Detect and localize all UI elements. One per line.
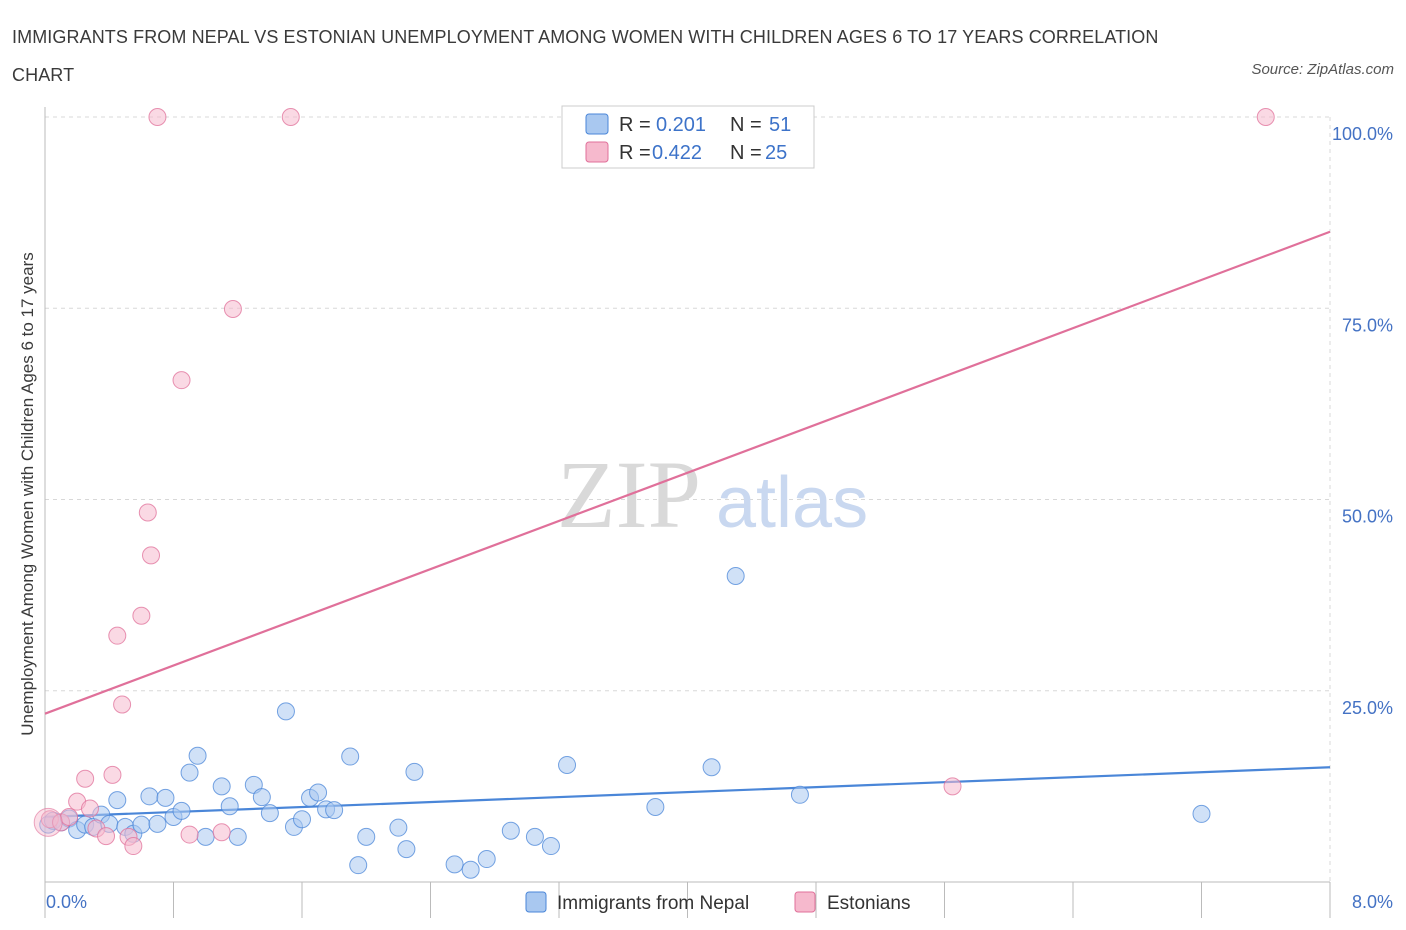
point-nepal bbox=[558, 755, 577, 774]
point-estonian bbox=[132, 606, 151, 625]
point-nepal bbox=[276, 702, 295, 721]
bottom-legend-label-estonian: Estonians bbox=[827, 893, 910, 914]
point-estonian bbox=[180, 825, 199, 844]
point-nepal bbox=[196, 827, 215, 846]
legend-r-label-nepal: R = bbox=[619, 114, 651, 136]
legend-r-value-estonian: 0.422 bbox=[652, 142, 702, 164]
point-estonian bbox=[80, 799, 99, 818]
trend-line-nepal bbox=[44, 766, 1331, 819]
point-estonian bbox=[103, 765, 122, 784]
point-nepal bbox=[220, 797, 239, 816]
axes-layer: 25.0% 50.0% 75.0% 100.0% bbox=[44, 107, 1393, 918]
legend-swatch-estonian bbox=[585, 141, 609, 163]
y-axis-title: Unemployment Among Women with Children A… bbox=[18, 252, 37, 736]
legend-n-label-nepal: N = bbox=[730, 114, 762, 136]
watermark-atlas: atlas bbox=[716, 463, 868, 543]
point-nepal bbox=[541, 837, 560, 856]
point-estonian bbox=[281, 108, 300, 126]
point-nepal bbox=[702, 758, 721, 777]
point-estonian bbox=[148, 108, 167, 126]
bottom-legend-swatch-estonian bbox=[794, 891, 816, 913]
x-tick-label-min: 0.0% bbox=[46, 892, 87, 912]
point-nepal bbox=[726, 567, 745, 585]
y-tick-label: 100.0% bbox=[1332, 124, 1393, 144]
point-nepal bbox=[477, 850, 496, 869]
point-estonian bbox=[943, 777, 962, 796]
point-nepal bbox=[646, 798, 665, 817]
x-tick-label-max: 8.0% bbox=[1352, 892, 1393, 912]
chart-title: IMMIGRANTS FROM NEPAL VS ESTONIAN UNEMPL… bbox=[12, 27, 1159, 85]
y-tick-label: 75.0% bbox=[1342, 315, 1393, 335]
point-nepal bbox=[1192, 804, 1211, 823]
point-nepal bbox=[293, 810, 311, 829]
legend-n-value-estonian: 25 bbox=[765, 142, 787, 164]
bottom-legend-label-nepal: Immigrants from Nepal bbox=[557, 893, 749, 914]
point-nepal bbox=[790, 785, 809, 804]
trend-layer bbox=[44, 230, 1331, 819]
point-nepal bbox=[228, 827, 247, 846]
trend-line-estonian bbox=[44, 230, 1331, 715]
point-nepal bbox=[445, 855, 464, 874]
point-estonian bbox=[1256, 108, 1275, 126]
point-nepal bbox=[325, 801, 344, 820]
bottom-legend: Immigrants from Nepal Estonians bbox=[525, 891, 910, 914]
point-nepal bbox=[389, 818, 408, 837]
point-nepal bbox=[180, 763, 199, 782]
legend-n-value-nepal: 51 bbox=[769, 114, 791, 136]
point-estonian bbox=[108, 626, 127, 645]
point-nepal bbox=[397, 840, 416, 859]
point-nepal bbox=[108, 791, 127, 810]
legend-swatch-nepal bbox=[585, 113, 609, 135]
point-estonian bbox=[212, 823, 231, 842]
points-layer bbox=[33, 108, 1275, 879]
point-estonian bbox=[113, 695, 132, 714]
point-estonian bbox=[142, 546, 161, 565]
y-tick-label: 50.0% bbox=[1342, 507, 1393, 527]
point-nepal bbox=[349, 856, 368, 875]
point-nepal bbox=[252, 788, 271, 807]
watermark: ZIP atlas bbox=[557, 441, 868, 548]
point-estonian bbox=[223, 300, 242, 319]
chart-source: Source: ZipAtlas.com bbox=[1251, 61, 1394, 78]
point-nepal bbox=[140, 787, 159, 806]
point-nepal bbox=[172, 801, 191, 820]
point-estonian bbox=[172, 371, 191, 390]
point-nepal bbox=[309, 783, 328, 802]
point-nepal bbox=[341, 747, 360, 766]
point-nepal bbox=[212, 777, 231, 796]
point-nepal bbox=[461, 860, 480, 879]
point-estonian bbox=[124, 837, 143, 856]
point-nepal bbox=[260, 804, 279, 823]
point-estonian bbox=[97, 827, 116, 846]
stats-legend: R = 0.201 N = 51 R = 0.422 N = 25 bbox=[561, 105, 815, 169]
legend-n-label-estonian: N = bbox=[730, 142, 762, 164]
legend-r-value-nepal: 0.201 bbox=[656, 114, 706, 136]
point-estonian bbox=[60, 807, 79, 826]
point-cluster-origin bbox=[33, 807, 63, 837]
point-nepal bbox=[148, 814, 167, 833]
y-tick-label: 25.0% bbox=[1342, 698, 1393, 718]
point-nepal bbox=[357, 827, 376, 846]
point-nepal bbox=[525, 827, 544, 846]
point-estonian bbox=[138, 503, 157, 522]
bottom-legend-swatch-nepal bbox=[525, 891, 547, 913]
point-nepal bbox=[156, 788, 175, 807]
point-nepal bbox=[501, 821, 520, 840]
legend-r-label-estonian: R = bbox=[619, 142, 651, 164]
point-nepal bbox=[405, 762, 424, 781]
point-nepal bbox=[132, 815, 151, 834]
point-nepal bbox=[188, 746, 207, 765]
point-estonian bbox=[76, 769, 95, 788]
